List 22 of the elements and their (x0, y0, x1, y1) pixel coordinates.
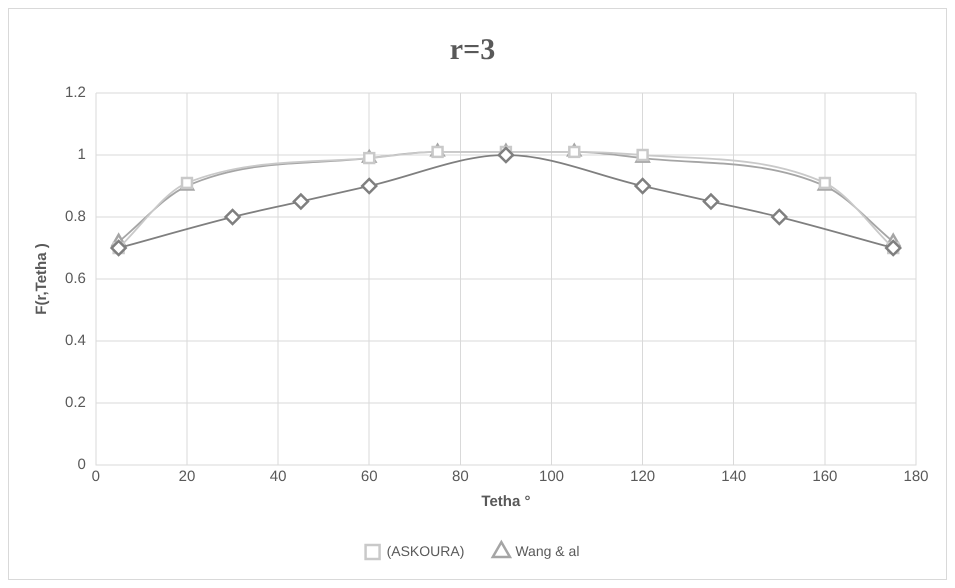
y-tick-label: 1 (78, 146, 86, 164)
legend-label: (ASKOURA) (386, 542, 464, 559)
x-tick-label: 40 (270, 468, 286, 486)
y-tick-label: 1.2 (64, 84, 86, 102)
x-tick-label: 120 (630, 468, 656, 486)
x-tick-label: 100 (538, 468, 564, 486)
x-axis-title: Tetha ° (481, 493, 530, 510)
y-tick-label: 0.8 (64, 208, 86, 226)
x-tick-label: 60 (360, 468, 378, 486)
chart-title: r=3 (450, 32, 496, 66)
x-tick-label: 0 (92, 468, 100, 486)
x-tick-label: 180 (903, 468, 929, 486)
x-tick-label: 160 (812, 468, 838, 486)
x-tick-label: 140 (721, 468, 746, 486)
y-tick-label: 0.6 (64, 270, 86, 288)
x-tick-label: 80 (452, 468, 469, 486)
y-axis-title: F(r,Tetha ) (33, 243, 50, 315)
legend-label: Wang & al (515, 542, 580, 559)
x-tick-label: 20 (178, 468, 196, 486)
y-tick-label: 0.4 (64, 332, 86, 350)
y-tick-label: 0 (78, 456, 86, 474)
y-tick-label: 0.2 (64, 394, 86, 412)
